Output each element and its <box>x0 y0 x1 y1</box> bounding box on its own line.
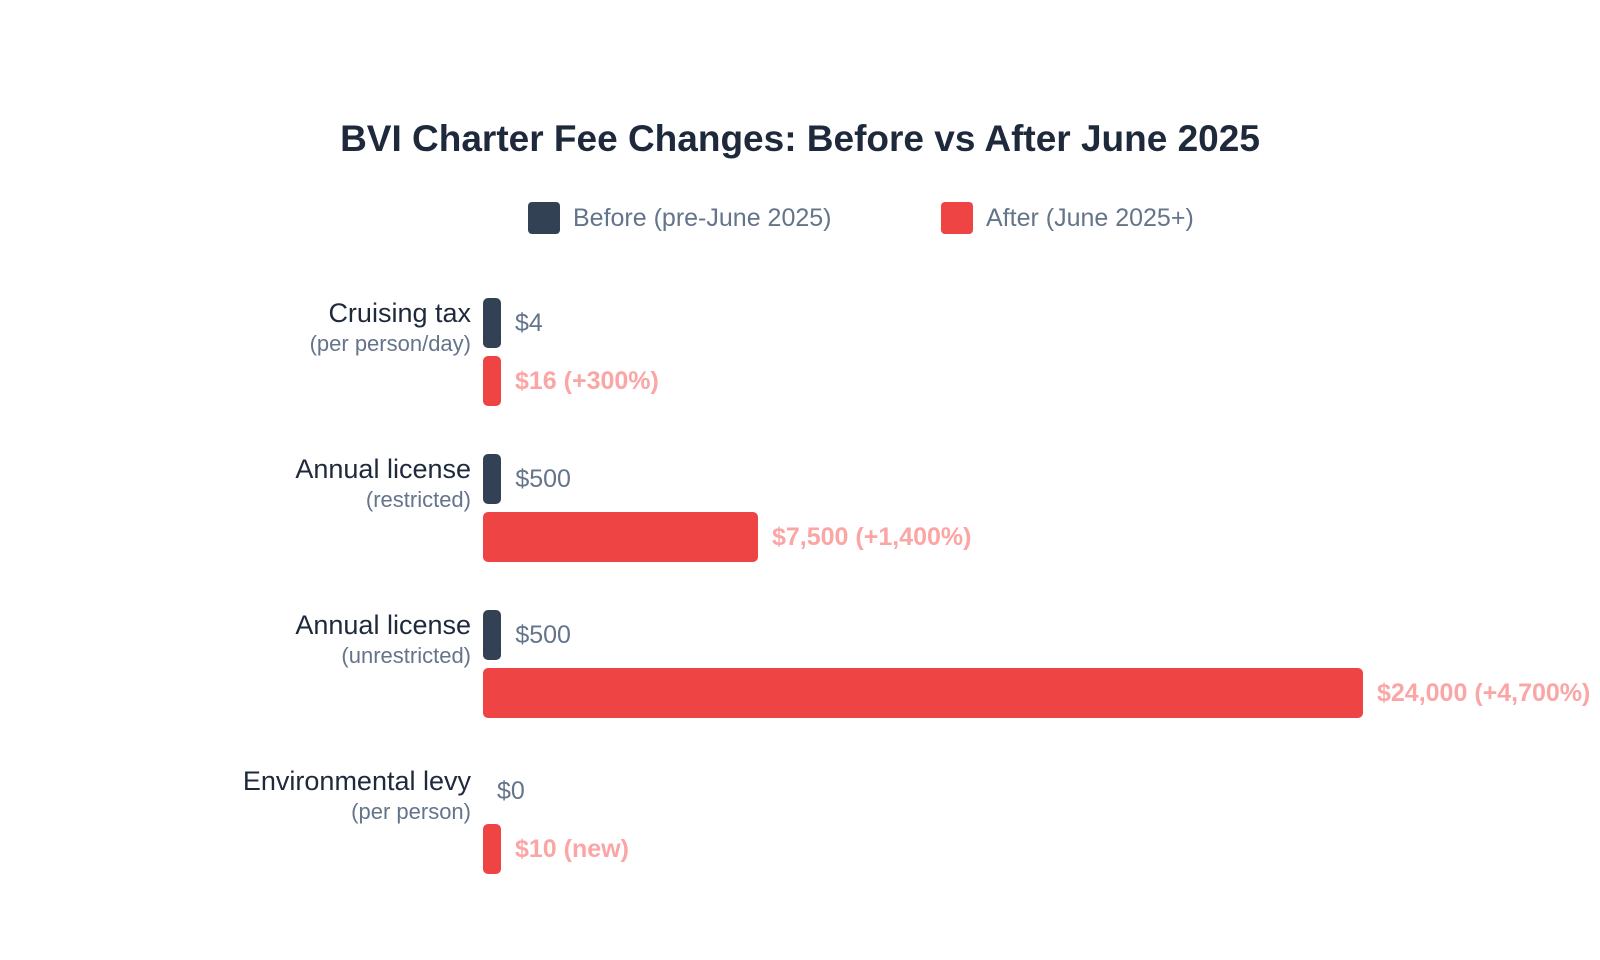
legend-label-after: After (June 2025+) <box>986 203 1194 232</box>
category-subtitle: (restricted) <box>365 487 471 512</box>
category-subtitle: (per person) <box>351 799 471 824</box>
chart-title: BVI Charter Fee Changes: Before vs After… <box>340 118 1260 159</box>
bar-after-3 <box>483 824 501 874</box>
category-name: Annual license <box>295 610 471 640</box>
bar-before-0 <box>483 298 501 348</box>
legend-label-before: Before (pre-June 2025) <box>573 203 832 232</box>
category-name: Annual license <box>295 454 471 484</box>
value-label-before-3: $0 <box>497 777 525 805</box>
bar-before-2 <box>483 610 502 660</box>
legend-item-before: Before (pre-June 2025) <box>528 202 831 234</box>
value-label-before-2: $500 <box>515 621 571 649</box>
category-subtitle: (per person/day) <box>309 331 471 356</box>
value-label-after-0: $16 (+300%) <box>515 367 659 395</box>
category-label-annual-license-restricted: Annual license (restricted) <box>295 452 471 514</box>
category-label-environmental-levy-per-person: Environmental levy (per person) <box>243 764 471 826</box>
value-label-after-3: $10 (new) <box>515 835 629 863</box>
bar-after-2 <box>483 668 1363 718</box>
bar-after-0 <box>483 356 501 406</box>
bar-before-1 <box>483 454 502 504</box>
category-label-annual-license-unrestricted: Annual license (unrestricted) <box>295 608 471 670</box>
legend-item-after: After (June 2025+) <box>941 202 1194 234</box>
value-label-before-0: $4 <box>515 309 543 337</box>
legend-swatch-before <box>528 202 560 234</box>
category-subtitle: (unrestricted) <box>341 643 471 668</box>
category-label-cruising-tax-per-person-day: Cruising tax (per person/day) <box>310 296 471 358</box>
bar-after-1 <box>483 512 758 562</box>
category-name: Cruising tax <box>328 298 471 328</box>
legend-swatch-after <box>941 202 973 234</box>
value-label-after-1: $7,500 (+1,400%) <box>772 523 972 551</box>
category-name: Environmental levy <box>242 766 471 796</box>
value-label-after-2: $24,000 (+4,700%) <box>1377 679 1591 707</box>
value-label-before-1: $500 <box>515 465 571 493</box>
